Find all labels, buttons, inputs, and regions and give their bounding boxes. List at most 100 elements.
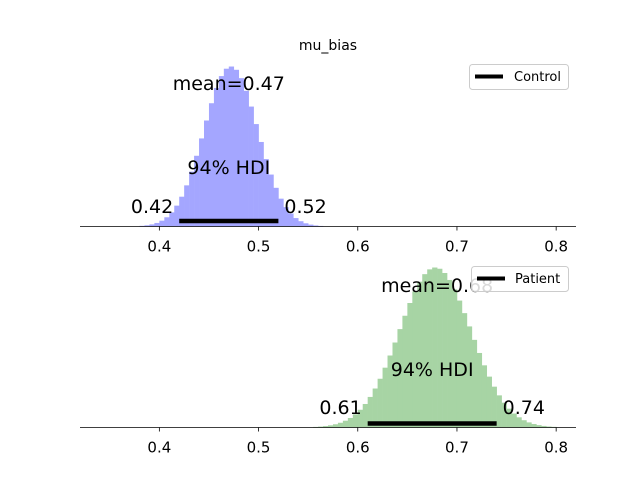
histogram-bar-patient-1 bbox=[318, 426, 324, 428]
histogram-bar-patient-36 bbox=[491, 386, 497, 428]
histogram-bar-control-27 bbox=[273, 187, 279, 227]
legend-text-control: Control bbox=[514, 70, 561, 85]
histogram-bar-patient-35 bbox=[486, 376, 492, 428]
histogram-bar-control-5 bbox=[164, 217, 170, 227]
histogram-bar-patient-25 bbox=[437, 268, 443, 428]
legend-text-patient: Patient bbox=[515, 272, 560, 287]
histogram-bar-patient-45 bbox=[536, 425, 542, 428]
histogram-bar-patient-22 bbox=[422, 274, 428, 428]
histogram-bar-patient-17 bbox=[397, 329, 403, 428]
histogram-bar-control-22 bbox=[248, 106, 254, 227]
histogram-bar-patient-3 bbox=[328, 425, 334, 428]
x-tick-label-patient-1: 0.5 bbox=[247, 439, 271, 457]
histogram-bar-control-34 bbox=[308, 224, 314, 227]
histogram-bar-patient-4 bbox=[332, 424, 339, 428]
histogram-bars-control bbox=[139, 66, 324, 227]
histogram-bar-patient-32 bbox=[471, 339, 478, 428]
histogram-bar-control-33 bbox=[303, 223, 309, 227]
histogram-bar-patient-27 bbox=[447, 279, 453, 428]
hdi-low-label-patient: 0.61 bbox=[319, 397, 361, 419]
histogram-bar-control-23 bbox=[253, 124, 259, 227]
x-tick-label-control-4: 0.8 bbox=[544, 238, 568, 256]
legend-box-control bbox=[469, 64, 569, 90]
histogram-bar-patient-6 bbox=[342, 420, 349, 428]
histogram-bar-control-17 bbox=[223, 68, 230, 227]
histogram-bar-patient-46 bbox=[541, 425, 547, 428]
histogram-bar-control-29 bbox=[283, 207, 289, 227]
histogram-bar-control-26 bbox=[268, 174, 274, 227]
histogram-bar-patient-23 bbox=[427, 269, 433, 428]
histogram-bar-patient-19 bbox=[407, 303, 413, 428]
panel-control: 0.4 0.5 0.6 0.7 0.8 mean=0.47 94% HDI 0.42 0… bbox=[80, 64, 576, 256]
histogram-bar-patient-7 bbox=[347, 417, 354, 428]
histogram-bar-patient-38 bbox=[501, 402, 507, 428]
histogram-bar-control-8 bbox=[179, 196, 185, 227]
histogram-bar-patient-16 bbox=[392, 342, 398, 428]
x-tick-label-control-2: 0.6 bbox=[346, 238, 370, 256]
hdi-label-patient: 94% HDI bbox=[391, 359, 474, 381]
x-tick-label-control-0: 0.4 bbox=[147, 238, 171, 256]
x-ticks-patient: 0.4 0.5 0.6 0.7 0.8 bbox=[147, 427, 568, 457]
histogram-bar-patient-8 bbox=[352, 414, 359, 428]
histogram-bar-control-15 bbox=[213, 87, 220, 227]
histogram-bar-patient-18 bbox=[402, 315, 408, 428]
histogram-bar-patient-20 bbox=[412, 291, 418, 428]
histogram-bar-control-32 bbox=[298, 221, 304, 227]
x-tick-label-patient-0: 0.4 bbox=[147, 439, 171, 457]
histogram-bar-control-13 bbox=[204, 120, 210, 227]
histogram-bar-patient-12 bbox=[372, 388, 378, 428]
histogram-bar-patient-31 bbox=[466, 326, 473, 428]
histogram-bar-patient-28 bbox=[452, 289, 458, 428]
histogram-bar-patient-2 bbox=[323, 426, 329, 428]
hdi-low-label-control: 0.42 bbox=[131, 196, 173, 218]
histogram-bar-patient-13 bbox=[377, 378, 383, 428]
x-tick-label-patient-2: 0.6 bbox=[346, 439, 370, 457]
hdi-high-label-control: 0.52 bbox=[284, 196, 326, 218]
histogram-bar-patient-29 bbox=[456, 300, 463, 428]
histogram-bar-patient-5 bbox=[337, 422, 344, 428]
histogram-bar-control-35 bbox=[313, 225, 319, 227]
x-ticks-control: 0.4 0.5 0.6 0.7 0.8 bbox=[147, 226, 568, 256]
histogram-bar-control-3 bbox=[154, 222, 160, 227]
histogram-bar-control-11 bbox=[194, 155, 200, 227]
histogram-bar-patient-24 bbox=[432, 267, 438, 428]
histogram-bar-control-1 bbox=[144, 225, 150, 227]
histogram-bars-patient bbox=[313, 267, 557, 428]
histogram-bar-control-19 bbox=[233, 69, 240, 227]
histogram-bar-patient-42 bbox=[521, 420, 527, 428]
legend-control: Control bbox=[469, 64, 569, 90]
histogram-bar-control-6 bbox=[169, 212, 175, 227]
histogram-bar-control-18 bbox=[228, 66, 235, 227]
histogram-bar-control-7 bbox=[174, 205, 180, 227]
histogram-bar-patient-21 bbox=[417, 281, 423, 428]
histogram-bar-patient-33 bbox=[476, 352, 483, 428]
mean-label-control: mean=0.47 bbox=[173, 73, 285, 95]
histogram-bar-patient-39 bbox=[506, 408, 512, 428]
histogram-bar-patient-43 bbox=[526, 422, 532, 428]
histogram-bar-control-30 bbox=[288, 213, 294, 227]
histogram-bar-control-25 bbox=[263, 159, 269, 227]
histogram-bar-control-9 bbox=[184, 185, 190, 227]
panel-patient: 0.4 0.5 0.6 0.7 0.8 mean=0.68 94% HDI 0.61 0… bbox=[80, 266, 576, 457]
histogram-bar-patient-15 bbox=[387, 355, 393, 428]
histogram-bar-control-31 bbox=[293, 218, 299, 227]
x-tick-label-control-1: 0.5 bbox=[247, 238, 271, 256]
histogram-bar-patient-40 bbox=[511, 413, 517, 428]
x-tick-label-patient-4: 0.8 bbox=[544, 439, 568, 457]
histogram-bar-patient-47 bbox=[546, 426, 552, 428]
histogram-bar-patient-10 bbox=[362, 403, 368, 428]
histogram-bar-control-2 bbox=[149, 224, 155, 227]
histogram-bar-patient-41 bbox=[516, 417, 522, 428]
histogram-bar-patient-44 bbox=[531, 423, 537, 428]
x-tick-label-control-3: 0.7 bbox=[445, 238, 469, 256]
histogram-bar-patient-30 bbox=[461, 313, 468, 428]
hdi-label-control: 94% HDI bbox=[187, 157, 270, 179]
figure-title: mu_bias bbox=[299, 38, 357, 54]
histogram-bar-patient-14 bbox=[382, 367, 388, 428]
histogram-bar-control-16 bbox=[218, 76, 225, 227]
histogram-bar-control-28 bbox=[278, 198, 284, 227]
histogram-bar-control-20 bbox=[238, 78, 244, 227]
histogram-bar-control-4 bbox=[159, 220, 165, 227]
hdi-high-label-patient: 0.74 bbox=[503, 397, 545, 419]
